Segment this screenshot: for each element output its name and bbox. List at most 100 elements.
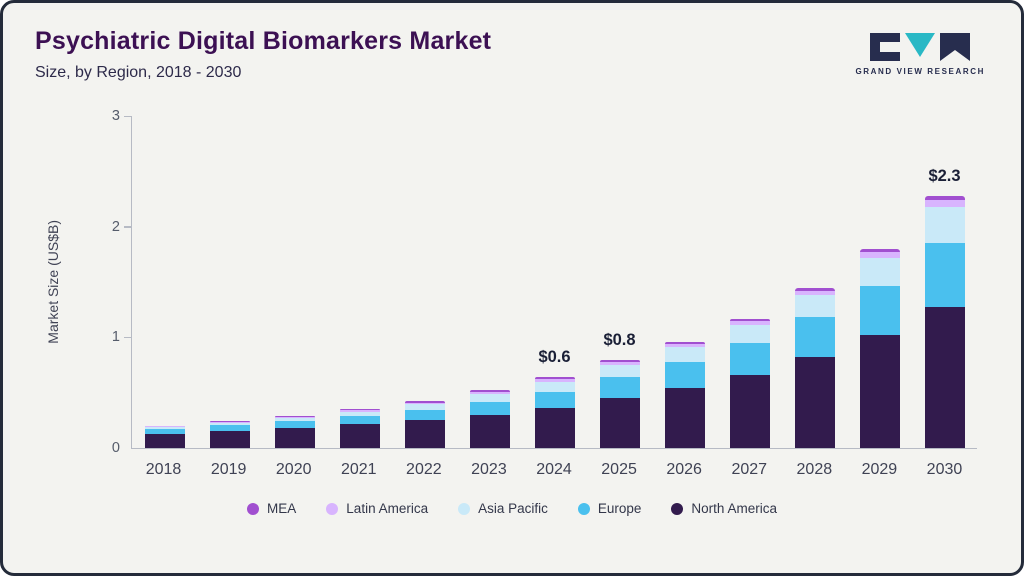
- bar-segment-europe: [339, 415, 380, 425]
- bar-segment-north-america: [794, 357, 835, 448]
- x-axis-labels: 2018 2019 2020 2021 2022 2023 2024 2025 2026 2027…: [131, 461, 977, 479]
- legend-dot: [577, 502, 590, 515]
- bar-stack: [339, 409, 380, 448]
- bar-segment-mea: [729, 318, 770, 322]
- bar-stack: [144, 425, 185, 448]
- bar-column-2019: [197, 116, 262, 448]
- bar-stack: [404, 401, 445, 448]
- bar-segment-mea: [209, 421, 250, 422]
- bar-segment-north-america: [469, 414, 510, 448]
- bar-segment-europe: [664, 361, 705, 389]
- bar-segment-mea: [534, 377, 575, 380]
- bar-stack: [469, 390, 510, 448]
- bar-segment-latin-america: [534, 379, 575, 382]
- bar-segment-europe: [209, 425, 250, 431]
- bar-segment-north-america: [664, 388, 705, 448]
- bar-segment-latin-america: [859, 252, 900, 258]
- bar-segment-asia-pacific: [339, 411, 380, 416]
- bar-segment-mea: [469, 390, 510, 392]
- bar-segment-latin-america: [664, 344, 705, 348]
- legend-item-europe: Europe: [577, 501, 642, 516]
- bar-stack: [209, 421, 250, 448]
- bar-segment-europe: [144, 429, 185, 434]
- title-block: Psychiatric Digital Biomarkers Market Si…: [35, 27, 491, 82]
- bar-segment-latin-america: [924, 200, 965, 207]
- bar-column-2020: [262, 116, 327, 448]
- bar-segment-latin-america: [274, 416, 315, 418]
- legend-dot: [326, 502, 339, 515]
- legend-item-asia-pacific: Asia Pacific: [458, 501, 548, 516]
- bar-segment-latin-america: [469, 391, 510, 394]
- bar-segment-europe: [859, 286, 900, 336]
- bar-segment-north-america: [144, 433, 185, 448]
- legend-dot: [247, 502, 260, 515]
- bar-segment-north-america: [924, 307, 965, 448]
- bar-segment-north-america: [339, 424, 380, 448]
- y-axis-title: Market Size (US$B): [45, 220, 61, 344]
- bar-stack: [729, 318, 770, 448]
- legend-dot: [671, 502, 684, 515]
- legend-dot: [458, 502, 471, 515]
- bar-segment-latin-america: [144, 426, 185, 427]
- plot-area: 0 1 2 3 $0.6 $0.8 $2.3: [112, 108, 977, 456]
- chart-title: Psychiatric Digital Biomarkers Market: [35, 27, 492, 55]
- bar-stack: [794, 287, 835, 448]
- chart-subtitle: Size, by Region, 2018 - 2030: [35, 64, 242, 81]
- bar-segment-north-america: [404, 419, 445, 448]
- bar-segment-latin-america: [599, 362, 640, 366]
- bar-segment-europe: [404, 409, 445, 420]
- legend-label: Asia Pacific: [478, 501, 548, 516]
- bar-segment-latin-america: [794, 290, 835, 296]
- legend-label: MEA: [267, 501, 297, 516]
- bar-stack: [274, 415, 315, 448]
- legend-label: Europe: [597, 501, 642, 516]
- legend: MEA Latin America Asia Pacific Europe North …: [3, 501, 1021, 516]
- bar-segment-north-america: [599, 398, 640, 448]
- bar-segment-europe: [794, 317, 835, 358]
- y-tick-label: 3: [111, 108, 120, 124]
- bar-segment-asia-pacific: [599, 365, 640, 378]
- bar-segment-latin-america: [729, 321, 770, 326]
- bar-segment-latin-america: [209, 421, 250, 423]
- y-tick-label: 2: [111, 218, 120, 235]
- bar-segment-north-america: [534, 408, 575, 448]
- legend-item-mea: MEA: [247, 501, 296, 516]
- bar-segment-europe: [599, 377, 640, 399]
- bar-segment-latin-america: [339, 410, 380, 412]
- bar-stack: [924, 195, 965, 448]
- bar-segment-mea: [274, 415, 315, 417]
- legend-item-latin-america: Latin America: [326, 501, 428, 516]
- bar-stack: [599, 360, 640, 448]
- x-tick-label: 2018: [145, 461, 182, 478]
- bar-segment-north-america: [729, 374, 770, 448]
- x-tick-label: 2027: [731, 461, 768, 478]
- chart-area: Market Size (US$B) 0 1 2 3 $0.6 $0.8 $2.3 2018…: [45, 108, 977, 479]
- x-tick-label: 2022: [406, 461, 442, 478]
- y-tick-label: 0: [111, 440, 120, 456]
- x-tick-label: 2026: [666, 461, 702, 478]
- bar-column-2030: $2.3: [912, 116, 977, 448]
- bar-column-2025: $0.8: [587, 116, 652, 448]
- x-tick-label: 2029: [861, 461, 898, 478]
- bar-column-2026: [652, 116, 717, 448]
- bar-segment-asia-pacific: [469, 393, 510, 402]
- bar-segment-asia-pacific: [274, 417, 315, 421]
- bar-segment-mea: [339, 409, 380, 411]
- bar-segment-asia-pacific: [209, 422, 250, 426]
- y-tick-label: 1: [111, 329, 120, 346]
- x-tick-label: 2020: [275, 461, 312, 478]
- bar-segment-mea: [599, 360, 640, 363]
- bar-column-2022: [392, 116, 457, 448]
- bar-stack: [664, 341, 705, 448]
- x-tick-label: 2030: [926, 461, 963, 478]
- grand-view-research-logo: GRAND VIEW RESEARCH: [855, 27, 985, 76]
- bar-segment-europe: [924, 243, 965, 308]
- bar-segment-mea: [859, 248, 900, 253]
- x-tick-label: 2019: [210, 461, 247, 478]
- bar-segment-asia-pacific: [794, 295, 835, 318]
- bar-column-2028: [782, 116, 847, 448]
- bar-segment-mea: [404, 401, 445, 403]
- bar-segment-mea: [924, 195, 965, 201]
- bar-segment-europe: [729, 342, 770, 375]
